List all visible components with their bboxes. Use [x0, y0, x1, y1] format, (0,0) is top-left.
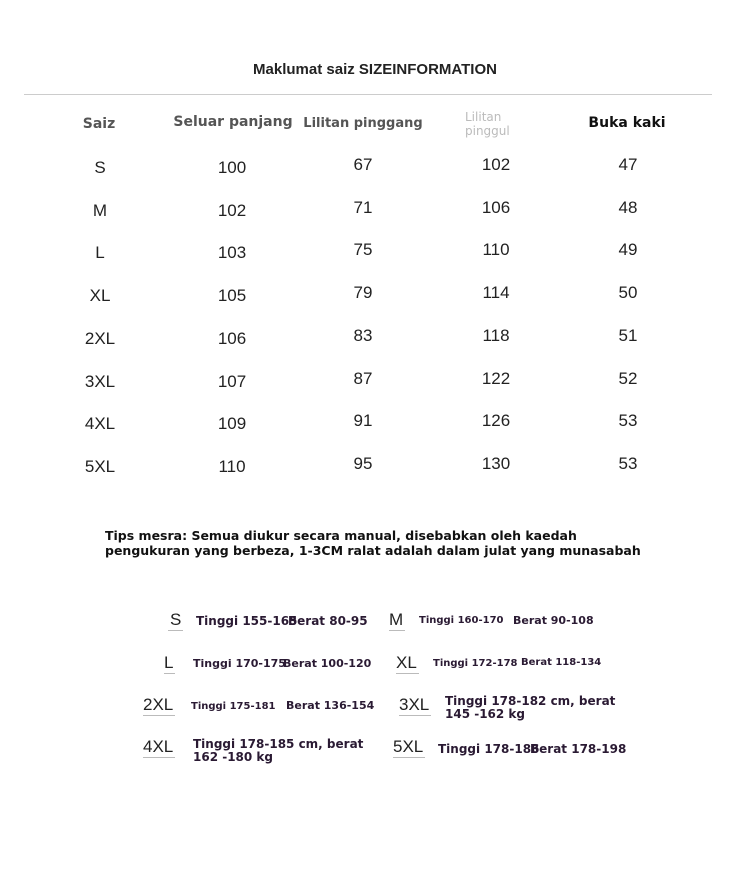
table-cell: 100 [217, 158, 247, 177]
page-title: Maklumat saiz SIZEINFORMATION [253, 61, 497, 78]
table-cell: 5XL [84, 456, 116, 476]
table-cell: 48 [618, 197, 638, 217]
table-cell: 51 [618, 325, 638, 345]
table-cell: 122 [481, 368, 511, 388]
guide-size: L [164, 653, 176, 674]
table-cell: 3XL [84, 371, 116, 391]
guide-weight: Berat 118-134 [521, 657, 602, 668]
table-cell: XL [89, 286, 111, 306]
tips-note: Tips mesra: Semua diukur secara manual, … [105, 528, 641, 558]
table-cell: 2XL [84, 328, 116, 348]
table-cell: 75 [353, 240, 373, 260]
guide-size: S [168, 610, 184, 631]
table-cell: 83 [353, 325, 373, 345]
table-cell: 130 [481, 453, 511, 473]
guide-height: Tinggi 175-181 [191, 701, 276, 712]
table-cell: 109 [217, 414, 247, 434]
table-cell: 49 [618, 240, 638, 260]
table-cell: M [92, 200, 108, 220]
guide-size: 5XL [393, 737, 426, 758]
guide-height: Tinggi 172-178 [433, 658, 518, 669]
guide-height: Tinggi 170-175 [193, 657, 286, 670]
table-cell: 102 [217, 200, 247, 220]
table-cell: 87 [353, 368, 373, 388]
header-leg-opening: Buka kaki [588, 115, 666, 131]
table-cell: 53 [618, 411, 638, 431]
table-cell: 67 [353, 155, 373, 174]
guide-height: Tinggi 160-170 [419, 615, 504, 626]
guide-size: 2XL [143, 695, 176, 716]
table-cell: 126 [481, 411, 511, 431]
header-waist: Lilitan pinggang [303, 116, 423, 131]
guide-text: Tinggi 178-182 cm, berat 145 -162 kg [445, 694, 616, 721]
table-cell: 105 [217, 286, 247, 306]
table-cell: 114 [482, 283, 510, 303]
guide-weight: Berat 178-198 [530, 742, 627, 756]
guide-size: 3XL [399, 695, 432, 716]
table-cell: 110 [482, 240, 510, 260]
guide-weight: Berat 136-154 [286, 699, 375, 712]
table-cell: S [94, 158, 106, 177]
table-cell: 103 [217, 243, 247, 263]
divider [24, 94, 712, 95]
table-cell: 106 [481, 197, 511, 217]
table-cell: 71 [353, 197, 373, 217]
table-cell: L [95, 243, 105, 263]
table-cell: 110 [218, 456, 246, 476]
table-cell: 50 [618, 283, 638, 303]
guide-weight: Berat 90-108 [513, 614, 594, 627]
table-cell: 102 [481, 155, 511, 174]
table-cell: 91 [353, 411, 373, 431]
guide-height: Tinggi 178-186 [438, 742, 540, 756]
guide-size: 4XL [143, 737, 176, 758]
table-cell: 53 [618, 453, 638, 473]
table-cell: 118 [482, 325, 510, 345]
table-cell: 106 [217, 328, 247, 348]
guide-size: XL [396, 653, 419, 674]
header-size: Saiz [82, 116, 116, 132]
guide-text: Tinggi 178-185 cm, berat 162 -180 kg [193, 737, 364, 764]
guide-size: M [389, 610, 406, 631]
table-cell: 4XL [84, 414, 116, 434]
table-cell: 52 [618, 368, 638, 388]
guide-weight: Berat 100-120 [283, 657, 372, 670]
header-length: Seluar panjang [173, 114, 293, 130]
table-cell: 47 [618, 155, 638, 174]
guide-height: Tinggi 155-165 [196, 614, 298, 628]
guide-weight: Berat 80-95 [288, 614, 368, 628]
header-hip: Lilitan pinggul [465, 110, 510, 138]
table-cell: 95 [353, 453, 373, 473]
table-cell: 79 [353, 283, 373, 303]
table-cell: 107 [217, 371, 247, 391]
